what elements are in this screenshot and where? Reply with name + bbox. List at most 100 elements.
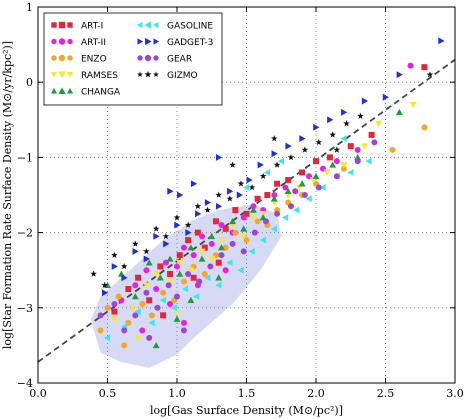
- data-point: [111, 301, 118, 308]
- y-tick-label: −3: [17, 302, 33, 315]
- data-point: [166, 255, 174, 262]
- data-point: [104, 334, 111, 342]
- data-point: [187, 267, 195, 274]
- data-point: [340, 162, 348, 169]
- x-tick-label: 1.0: [168, 387, 186, 400]
- data-point: [361, 97, 369, 105]
- data-point: [176, 270, 184, 277]
- data-point: [143, 255, 150, 263]
- data-point: [174, 221, 181, 229]
- shaded-region: [90, 204, 282, 368]
- series-ramses: [111, 102, 417, 342]
- data-point: [145, 259, 153, 266]
- data-point: [312, 172, 320, 179]
- data-point: [299, 169, 306, 176]
- y-tick-label: 1: [26, 1, 33, 14]
- legend-item-gasoline: GASOLINE: [136, 21, 213, 32]
- legend-marker: [144, 70, 152, 78]
- data-point: [111, 316, 118, 323]
- y-tick-label: 0: [26, 76, 33, 89]
- data-point: [438, 37, 445, 45]
- y-tick-label: −2: [17, 227, 33, 240]
- data-point: [382, 93, 389, 101]
- data-point: [315, 184, 322, 191]
- data-point: [319, 184, 326, 191]
- data-point: [305, 195, 312, 203]
- legend-marker: [153, 38, 160, 45]
- data-point: [287, 153, 295, 161]
- data-point: [152, 341, 160, 349]
- data-point: [292, 188, 299, 195]
- data-point: [104, 304, 111, 311]
- series-art-ii: [118, 62, 414, 334]
- data-point: [129, 305, 136, 312]
- data-point: [208, 256, 216, 263]
- data-point: [176, 252, 183, 259]
- data-point: [90, 270, 97, 277]
- legend-marker: [136, 21, 143, 29]
- legend-label: ENZO: [81, 55, 107, 65]
- data-point: [237, 266, 244, 274]
- legend-marker: [50, 87, 58, 94]
- data-point: [273, 161, 281, 168]
- data-point: [181, 285, 189, 293]
- data-point: [160, 312, 167, 319]
- legend-marker: [137, 71, 143, 78]
- legend-item-changa: CHANGA: [50, 87, 121, 98]
- data-point: [240, 233, 248, 240]
- data-point: [190, 180, 198, 188]
- data-point: [204, 206, 211, 213]
- data-point: [162, 232, 170, 240]
- data-point: [152, 225, 160, 232]
- legend-marker: [51, 38, 57, 45]
- data-point: [315, 138, 323, 146]
- x-tick-label: 0.5: [99, 387, 117, 400]
- data-point: [313, 123, 320, 131]
- data-point: [201, 244, 208, 251]
- data-point: [250, 203, 257, 210]
- legend-marker: [153, 55, 159, 61]
- data-point: [271, 192, 278, 198]
- data-point: [395, 108, 403, 116]
- data-point: [143, 247, 150, 255]
- data-point: [218, 222, 225, 229]
- data-point: [152, 271, 160, 278]
- x-tick-label: 0.0: [29, 387, 47, 400]
- legend-marker: [51, 22, 57, 28]
- data-point: [293, 206, 300, 214]
- x-axis-label: log[Gas Surface Density (M⊙/pc²)]: [150, 404, 343, 417]
- data-point: [146, 297, 153, 304]
- legend-label: GASOLINE: [167, 22, 213, 32]
- data-point: [371, 139, 378, 146]
- data-point: [101, 289, 109, 297]
- legend-marker: [145, 37, 152, 46]
- data-point: [132, 240, 139, 247]
- legend-item-art-ii: ART-II: [51, 38, 106, 48]
- data-point: [285, 142, 292, 150]
- data-point: [222, 267, 229, 274]
- data-point: [274, 180, 281, 187]
- legend-item-ramses: RAMSES: [50, 71, 118, 81]
- legend-marker: [152, 21, 159, 29]
- data-point: [365, 157, 372, 165]
- data-point: [326, 154, 333, 161]
- data-point: [298, 180, 306, 187]
- data-point: [341, 108, 348, 116]
- data-point: [198, 248, 206, 255]
- data-point: [354, 158, 361, 165]
- data-point: [180, 327, 187, 334]
- data-point: [97, 327, 104, 334]
- grid-layer: [38, 7, 455, 383]
- x-tick-label: 1.5: [238, 387, 256, 400]
- data-point: [357, 112, 364, 119]
- data-point: [218, 252, 225, 259]
- data-point: [180, 278, 187, 285]
- legend-marker: [50, 72, 58, 78]
- data-point: [421, 124, 428, 131]
- data-point: [232, 229, 239, 236]
- data-point: [240, 248, 247, 255]
- data-point: [194, 229, 201, 236]
- data-point: [174, 293, 180, 300]
- data-point: [257, 161, 264, 169]
- series-changa: [104, 108, 403, 349]
